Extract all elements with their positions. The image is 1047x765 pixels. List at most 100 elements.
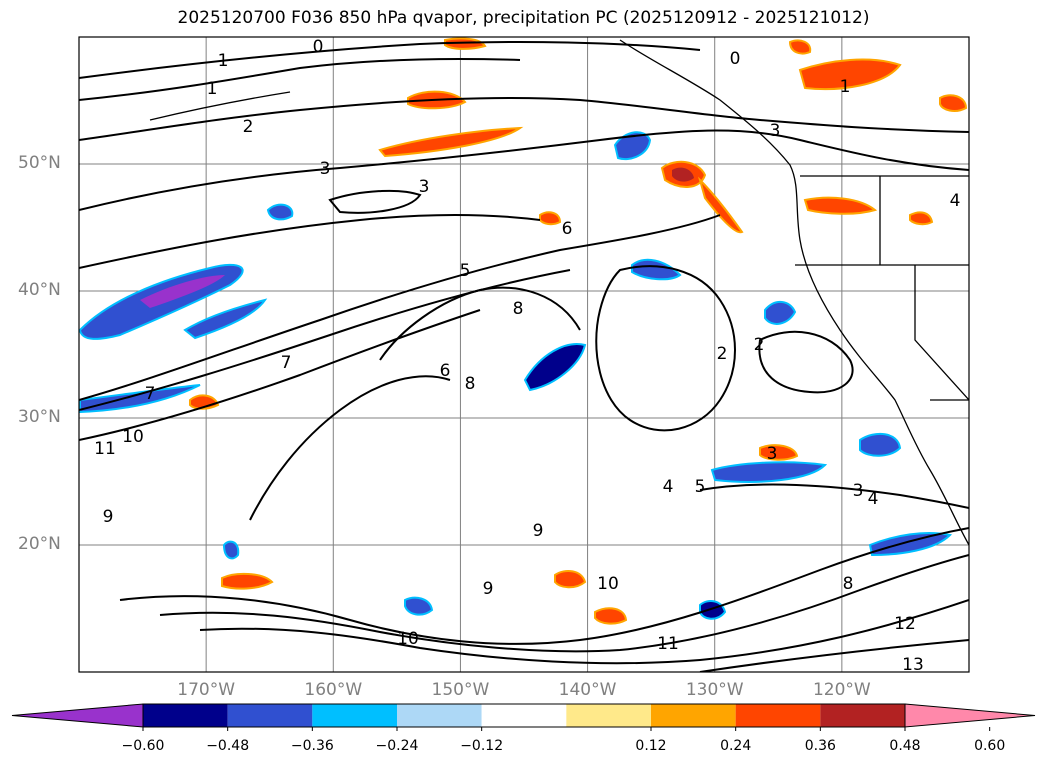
precip-patch	[710, 461, 828, 483]
contour-label: 3	[767, 444, 778, 464]
contour-line	[379, 286, 581, 361]
colorbar-tick-label: −0.12	[460, 738, 504, 754]
precip-patch	[698, 176, 744, 234]
contour-line	[79, 57, 521, 101]
contour-label: 2	[717, 344, 728, 364]
colorbar-tick-label: 0.24	[720, 738, 752, 754]
colorbar-tick-label: 0.48	[889, 738, 921, 754]
map-frame	[78, 36, 970, 673]
longitude-label: 150°W	[431, 680, 490, 700]
colorbar-segment	[566, 704, 651, 727]
colorbar-segment	[481, 704, 567, 727]
contour-line	[595, 265, 736, 432]
contour-label: 13	[902, 655, 924, 675]
contour-line	[79, 269, 571, 411]
contour-label: 4	[950, 191, 961, 211]
precip-patch	[859, 432, 902, 457]
contour-label: 8	[513, 299, 524, 319]
colorbar-segment	[820, 704, 905, 727]
precip-patch	[140, 275, 225, 308]
contour-label: 9	[103, 507, 114, 527]
colorbar-segment	[397, 704, 482, 727]
contour-line	[79, 129, 969, 211]
precip-patch	[759, 444, 799, 461]
contour-line	[699, 639, 969, 672]
contour-label: 3	[770, 121, 781, 141]
precip-patch	[523, 343, 587, 392]
state-border	[914, 265, 969, 401]
colorbar-tick-label: −0.36	[290, 738, 334, 754]
precip-patch	[764, 301, 797, 325]
latitude-label: 40°N	[18, 280, 61, 300]
contour-label: 10	[397, 629, 419, 649]
precip-patch	[378, 126, 524, 158]
longitude-label: 120°W	[812, 680, 871, 700]
colorbar-segment	[227, 704, 313, 727]
contour-label: 7	[145, 384, 156, 404]
colorbar-tick-label: −0.60	[121, 738, 165, 754]
colorbar-tick-label: −0.24	[375, 738, 419, 754]
longitude-label: 130°W	[685, 680, 744, 700]
contour-label: 11	[94, 439, 116, 459]
precip-patch	[404, 596, 434, 616]
contour-label: 12	[894, 614, 916, 634]
contour-label: 4	[868, 489, 879, 509]
contour-label: 0	[730, 49, 741, 69]
latitude-label: 20°N	[18, 534, 61, 554]
colorbar-segment	[143, 704, 228, 727]
contour-label: 6	[440, 361, 451, 381]
precip-patch	[788, 39, 812, 55]
contour-label: 2	[754, 335, 765, 355]
contour-label: 2	[243, 117, 254, 137]
contour-label: 6	[562, 219, 573, 239]
precip-patch	[539, 211, 562, 226]
contour-label: 3	[320, 159, 331, 179]
precip-positive-patches	[189, 37, 968, 625]
precip-patch	[266, 203, 294, 221]
latitude-label: 30°N	[18, 407, 61, 427]
contour-label: 0	[313, 37, 324, 57]
contour-line	[758, 330, 854, 394]
contour-label: 1	[218, 51, 229, 71]
contour-label: 5	[460, 261, 471, 281]
precip-negative-patches	[79, 131, 953, 620]
contour-label: 8	[843, 574, 854, 594]
contour-label: 8	[465, 374, 476, 394]
contour-line	[328, 189, 422, 214]
contour-label: 1	[207, 79, 218, 99]
precip-patch	[798, 58, 902, 91]
colorbar-tick-label: 0.36	[804, 738, 836, 754]
precip-patch	[594, 607, 628, 625]
colorbar-segment	[312, 704, 397, 727]
precip-patch	[554, 569, 587, 589]
colorbar-frame	[142, 703, 906, 728]
longitude-label: 170°W	[177, 680, 236, 700]
contour-line	[119, 527, 969, 645]
longitude-label: 160°W	[304, 680, 363, 700]
contour-label: 10	[597, 574, 619, 594]
contour-label: 1	[840, 77, 851, 97]
precip-patch	[939, 94, 968, 112]
precip-patch	[183, 298, 268, 340]
qvapor-contours	[79, 41, 969, 672]
precip-patch	[444, 37, 487, 50]
contour-line	[699, 483, 969, 509]
north-america-coast	[619, 39, 969, 546]
precip-patch	[868, 532, 953, 557]
chart-title: 2025120700 F036 850 hPa qvapor, precipit…	[177, 8, 870, 28]
precip-patch	[79, 384, 201, 414]
contour-line	[249, 375, 451, 521]
contour-label: 9	[483, 579, 494, 599]
contour-label: 11	[657, 634, 679, 654]
coastlines	[149, 39, 969, 546]
contour-line	[79, 214, 541, 269]
precip-patch	[909, 211, 934, 226]
longitude-label: 140°W	[558, 680, 617, 700]
contour-label: 10	[122, 427, 144, 447]
map-background	[79, 37, 969, 672]
latitude-label: 50°N	[18, 153, 61, 173]
precip-patch	[672, 167, 694, 182]
